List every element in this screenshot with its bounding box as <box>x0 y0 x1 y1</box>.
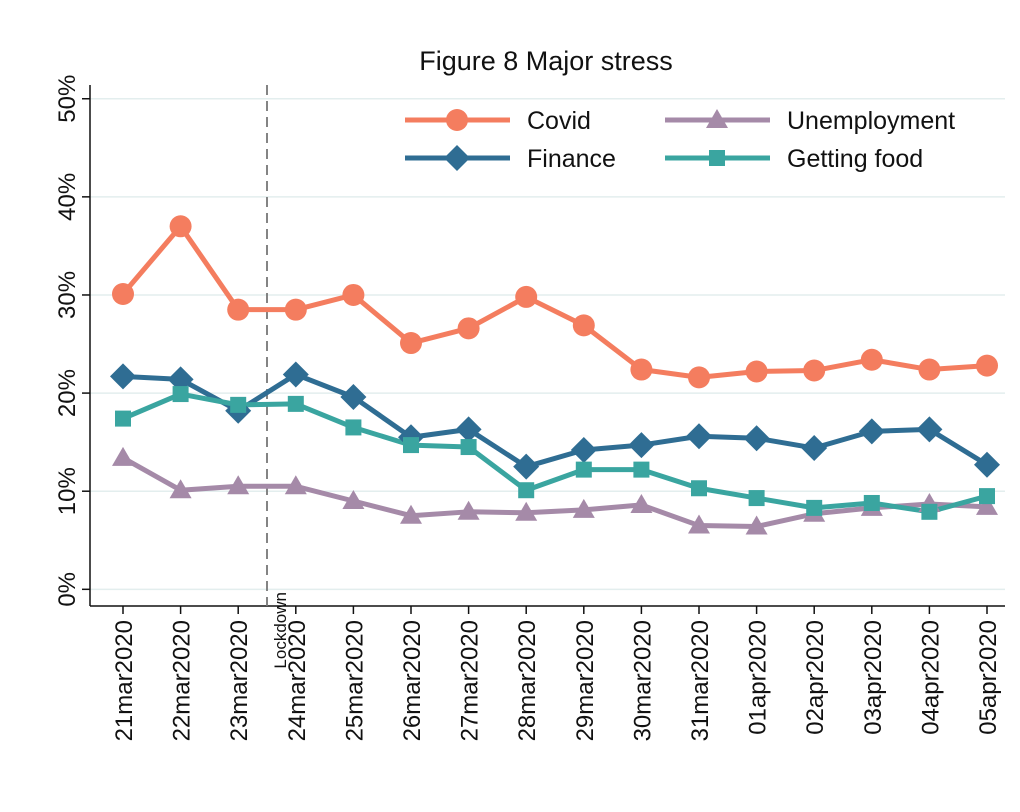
marker <box>110 363 136 390</box>
y-tick-label: 50% <box>54 75 81 123</box>
chart-title: Figure 8 Major stress <box>419 46 673 76</box>
legend-label: Unemployment <box>787 107 955 135</box>
marker <box>340 384 367 411</box>
x-tick-label: 30mar2020 <box>629 620 656 741</box>
legend-marker <box>446 109 468 131</box>
marker <box>858 418 885 445</box>
x-tick-label: 23mar2020 <box>226 620 253 741</box>
y-tick-label: 10% <box>54 467 81 515</box>
marker <box>460 439 477 456</box>
marker <box>803 359 826 382</box>
marker <box>457 500 480 520</box>
x-tick-label: 31mar2020 <box>687 620 714 741</box>
x-tick-label: 02apr2020 <box>802 620 829 735</box>
marker <box>518 482 535 499</box>
x-tick-label: 22mar2020 <box>169 620 196 741</box>
marker <box>976 495 998 515</box>
x-tick-label: 26mar2020 <box>399 620 426 741</box>
legend-marker <box>706 109 728 128</box>
marker <box>630 493 653 513</box>
marker <box>515 501 538 521</box>
y-tick-label: 40% <box>54 173 81 221</box>
marker <box>167 366 194 393</box>
marker <box>918 358 941 381</box>
marker <box>916 416 943 443</box>
x-tick-label: 25mar2020 <box>341 620 368 741</box>
x-tick-label: 24mar2020 <box>284 620 311 741</box>
marker <box>112 446 134 466</box>
series-line <box>122 371 989 470</box>
x-tick-label: 29mar2020 <box>572 620 599 741</box>
legend-label: Getting food <box>787 145 923 173</box>
legend-label: Covid <box>527 107 591 135</box>
series-line <box>121 223 988 380</box>
marker <box>860 348 883 371</box>
marker <box>745 360 768 383</box>
marker <box>284 475 307 495</box>
x-tick-label: 04apr2020 <box>917 620 944 735</box>
marker <box>570 436 597 463</box>
marker <box>455 416 482 443</box>
marker <box>921 503 938 520</box>
marker <box>115 410 131 427</box>
marker <box>400 332 422 355</box>
marker <box>172 386 189 403</box>
marker <box>169 215 192 238</box>
series-line <box>122 391 988 515</box>
marker <box>457 317 480 340</box>
legend-marker <box>444 145 470 171</box>
marker <box>743 425 770 452</box>
marker <box>227 298 250 321</box>
y-tick-label: 20% <box>54 369 81 417</box>
marker <box>342 490 365 510</box>
marker <box>515 285 538 308</box>
annotation: Lockdown <box>271 592 290 669</box>
marker <box>745 515 768 535</box>
marker <box>974 451 1000 478</box>
marker <box>628 432 655 459</box>
marker <box>513 453 540 480</box>
marker <box>287 395 304 412</box>
marker <box>403 437 419 454</box>
marker <box>979 488 995 505</box>
marker <box>400 504 422 524</box>
y-tick-label: 0% <box>54 572 81 607</box>
marker <box>284 298 307 321</box>
y-tick-label: 30% <box>54 271 81 319</box>
legend-label: Finance <box>527 145 616 173</box>
marker <box>572 498 595 518</box>
marker <box>575 461 592 478</box>
marker <box>342 283 365 306</box>
marker <box>806 499 823 516</box>
marker <box>345 419 362 436</box>
marker <box>633 461 650 478</box>
marker <box>686 423 712 450</box>
marker <box>572 314 595 337</box>
marker <box>112 282 134 305</box>
legend-marker <box>709 150 725 166</box>
marker <box>748 490 765 507</box>
marker <box>691 480 707 497</box>
marker <box>688 366 710 389</box>
marker <box>630 358 653 381</box>
x-tick-label: 28mar2020 <box>514 620 541 741</box>
marker <box>282 361 309 388</box>
marker <box>976 354 998 377</box>
x-tick-label: 21mar2020 <box>111 620 138 741</box>
x-tick-label: 05apr2020 <box>975 620 1002 735</box>
x-tick-label: 01apr2020 <box>745 620 772 735</box>
x-tick-label: 27mar2020 <box>457 620 484 741</box>
x-tick-label: 03apr2020 <box>860 620 887 735</box>
marker <box>863 494 880 511</box>
series-line <box>121 455 988 530</box>
marker <box>688 514 710 534</box>
marker <box>801 435 828 462</box>
marker <box>169 479 192 499</box>
marker <box>230 396 247 413</box>
marker <box>227 475 250 495</box>
